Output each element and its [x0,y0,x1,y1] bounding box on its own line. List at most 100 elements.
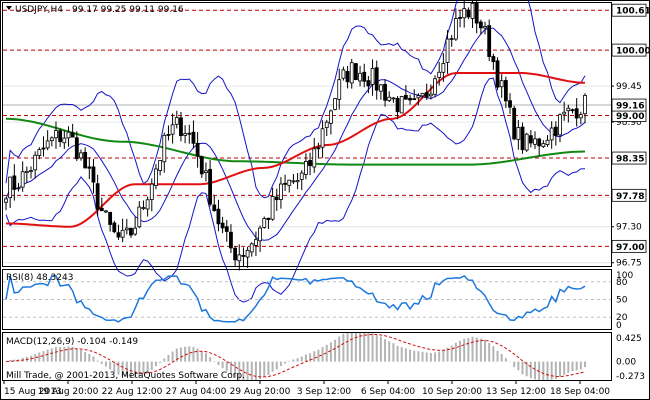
time-label: 27 Aug 04:00 [166,387,227,397]
candle-body [233,247,238,261]
candle-body [516,127,521,140]
level-tag-97-78-box [611,188,647,202]
macd-panel[interactable]: 0.425 0.00 -0.273 MACD(12,26,9) -0.104 -0.… [2,332,646,383]
candle-body [499,80,504,88]
candle-body [283,182,287,185]
bollinger-lower [5,77,586,303]
candle-body [266,217,271,220]
level-tag-98-35-box [611,151,647,165]
candle-body [345,71,350,83]
candle-body [466,9,471,18]
candle-body [558,114,562,136]
candle-body [370,68,375,85]
candle-body [166,134,171,136]
candle-body [183,133,188,136]
candle-body [353,63,358,81]
rsi-title: RSI(8) 48.3243 [6,273,73,283]
candle-body [304,160,308,175]
candle-body [478,21,483,29]
candle-body [420,92,425,97]
candle-body [41,147,46,150]
candle-body [374,67,379,91]
candle-body [299,172,304,180]
candle-body [349,62,354,84]
candle-body [399,96,404,114]
candle-body [495,60,500,88]
candle-body [524,133,529,151]
ohlc-values: 99.17 99.25 99.11 99.16 [72,5,184,15]
candle-body [333,98,337,110]
candle-body [74,137,79,160]
macd-panel-frame [2,332,612,381]
candle-body [583,95,587,115]
candle-body [291,180,296,183]
candle-body [254,239,258,246]
candle-body [574,108,579,119]
bid-price-tag-box [611,98,647,112]
macd-title: MACD(12,26,9) -0.104 -0.149 [6,337,138,347]
candle-body [79,152,83,159]
candle-body [224,226,229,232]
rsi-line [5,274,586,323]
bid-price-tag: 99.16 [616,102,644,112]
time-label: 10 Sep 20:00 [422,387,482,397]
candle-body [112,222,117,233]
candle-body [141,207,146,209]
candle-body [8,176,13,199]
candle-body [37,149,42,156]
price-tick-label: 97.30 [616,223,642,233]
candle-body [541,143,546,147]
candle-body [566,107,571,112]
candle-body [378,84,383,92]
price-chart-panel[interactable]: 99.4598.9097.7597.3096.75100.61100.0099.… [2,0,650,303]
candle-body [453,18,458,40]
candlesticks [4,0,587,271]
candle-body [70,132,75,138]
candle-body [279,183,283,200]
candle-body [470,2,475,19]
level-tag-100-00: 100.00 [616,47,650,57]
candle-body [433,78,437,95]
candle-body [395,98,400,113]
candle-body [403,94,408,100]
time-label: 22 Aug 12:00 [102,387,163,397]
level-tag-98-35: 98.35 [616,155,644,165]
price-tick-label: 98.90 [616,118,642,128]
candle-body [4,198,8,203]
level-tag-97-00-box [611,239,647,253]
rsi-tick-label: 20 [616,313,628,323]
level-tag-99-00: 99.00 [616,112,644,122]
candle-body [358,72,362,82]
candle-body [483,26,487,29]
rsi-levels [3,281,611,318]
candle-body [83,151,88,169]
candle-body [220,222,225,229]
candle-body [549,127,554,141]
macd-tick-label: 0.00 [616,358,636,368]
price-tick-label: 96.75 [616,259,642,269]
chevron-down-icon[interactable] [6,6,12,10]
candle-body [49,137,54,141]
price-panel-frame [2,2,612,267]
bollinger-upper [5,0,586,199]
time-label: 18 Sep 04:00 [550,387,610,397]
candle-body [162,134,167,163]
candle-body [312,148,317,168]
copyright-text: Mill Trade, @ 2001-2013, MetaQuotes Soft… [6,371,245,381]
rsi-tick-label: 50 [616,296,628,306]
candle-body [16,187,21,190]
macd-axis: 0.425 0.00 -0.273 [616,334,645,382]
candle-body [570,109,575,112]
candle-body [428,93,433,97]
candle-body [154,168,158,186]
candle-body [449,38,454,40]
candle-body [295,180,300,183]
candle-body [258,227,262,242]
candle-body [187,132,192,135]
candle-body [320,128,325,148]
candle-body [366,80,371,87]
candle-body [133,227,138,235]
